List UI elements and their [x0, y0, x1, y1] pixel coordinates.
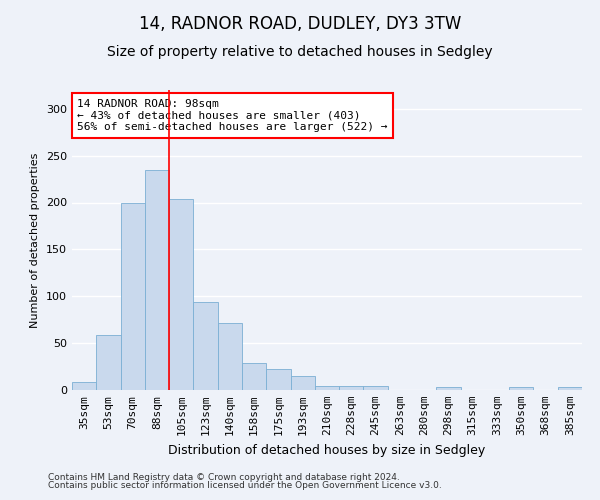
Bar	[290, 376, 315, 390]
Bar	[145, 170, 169, 390]
Bar	[436, 387, 461, 390]
Bar	[193, 302, 218, 390]
Bar	[121, 202, 145, 390]
Y-axis label: Number of detached properties: Number of detached properties	[31, 152, 40, 328]
Bar	[509, 387, 533, 390]
Bar	[96, 334, 121, 390]
Bar	[218, 322, 242, 390]
Text: Contains HM Land Registry data © Crown copyright and database right 2024.: Contains HM Land Registry data © Crown c…	[48, 473, 400, 482]
Text: 14 RADNOR ROAD: 98sqm
← 43% of detached houses are smaller (403)
56% of semi-det: 14 RADNOR ROAD: 98sqm ← 43% of detached …	[77, 99, 388, 132]
Bar	[558, 387, 582, 390]
Text: 14, RADNOR ROAD, DUDLEY, DY3 3TW: 14, RADNOR ROAD, DUDLEY, DY3 3TW	[139, 15, 461, 33]
Bar	[339, 386, 364, 390]
Text: Size of property relative to detached houses in Sedgley: Size of property relative to detached ho…	[107, 45, 493, 59]
Text: Contains public sector information licensed under the Open Government Licence v3: Contains public sector information licen…	[48, 480, 442, 490]
Bar	[315, 386, 339, 390]
Bar	[169, 198, 193, 390]
X-axis label: Distribution of detached houses by size in Sedgley: Distribution of detached houses by size …	[169, 444, 485, 456]
Bar	[242, 363, 266, 390]
Bar	[364, 386, 388, 390]
Bar	[72, 382, 96, 390]
Bar	[266, 370, 290, 390]
